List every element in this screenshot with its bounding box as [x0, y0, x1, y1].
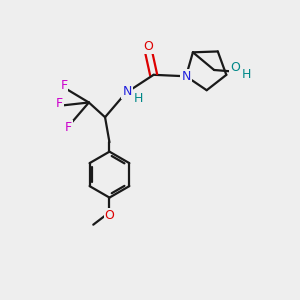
Text: H: H: [242, 68, 251, 81]
Text: O: O: [230, 61, 240, 74]
Text: F: F: [56, 98, 63, 110]
Text: O: O: [143, 40, 153, 53]
Text: N: N: [122, 85, 132, 98]
Text: N: N: [181, 70, 191, 83]
Text: F: F: [60, 79, 68, 92]
Text: H: H: [134, 92, 144, 105]
Text: O: O: [104, 209, 114, 222]
Text: F: F: [65, 121, 72, 134]
